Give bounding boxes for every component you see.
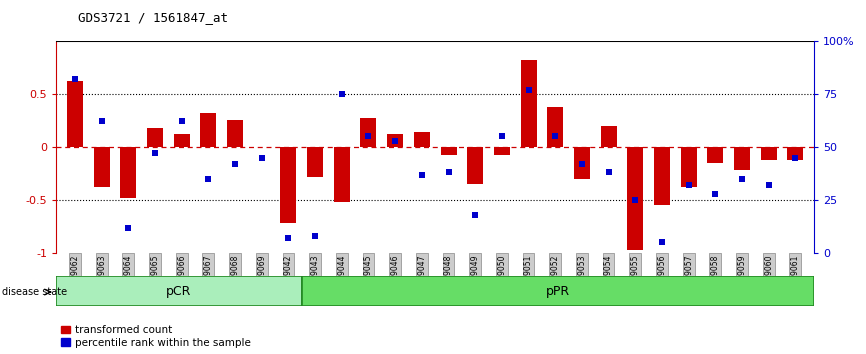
Point [629,197,643,203]
Point [228,161,242,167]
Bar [174,134,190,147]
Bar [467,147,483,184]
Bar [281,147,296,223]
Bar [67,81,83,147]
Bar [627,147,643,250]
Bar [787,147,804,160]
Bar [681,147,696,187]
Bar [574,147,590,179]
Bar [301,276,814,306]
Point [175,119,189,124]
Point [602,170,616,175]
Text: pCR: pCR [166,285,191,298]
Point [521,87,535,92]
Bar [94,147,110,187]
Point [495,133,509,139]
Bar [56,276,301,306]
Point [548,133,562,139]
Point [335,91,349,97]
Bar [120,147,136,198]
Bar [601,126,617,147]
Point [308,233,322,239]
Bar [333,147,350,202]
Point [415,172,429,177]
Point [255,155,268,160]
Legend: transformed count, percentile rank within the sample: transformed count, percentile rank withi… [61,325,251,348]
Point [575,161,589,167]
Point [442,170,456,175]
Point [762,182,776,188]
Point [388,138,402,143]
Text: pPR: pPR [546,285,570,298]
Point [361,133,375,139]
Point [735,176,749,182]
Text: GDS3721 / 1561847_at: GDS3721 / 1561847_at [78,11,228,24]
Bar [654,147,670,205]
Bar [494,147,510,155]
Text: disease state: disease state [2,287,67,297]
Point [281,235,295,241]
Point [148,150,162,156]
Bar [708,147,723,163]
Bar [227,120,243,147]
Point [788,155,802,160]
Bar [147,128,163,147]
Bar [387,134,404,147]
Bar [441,147,456,155]
Point [202,176,216,182]
Bar [414,132,430,147]
Bar [360,118,377,147]
Bar [760,147,777,160]
Point [682,182,695,188]
Point [708,191,722,196]
Bar [547,107,563,147]
Point [469,212,482,218]
Bar [520,60,537,147]
Bar [734,147,750,170]
Point [121,225,135,230]
Bar [307,147,323,177]
Point [655,240,669,245]
Bar [200,113,216,147]
Point [94,119,108,124]
Point [68,76,82,82]
